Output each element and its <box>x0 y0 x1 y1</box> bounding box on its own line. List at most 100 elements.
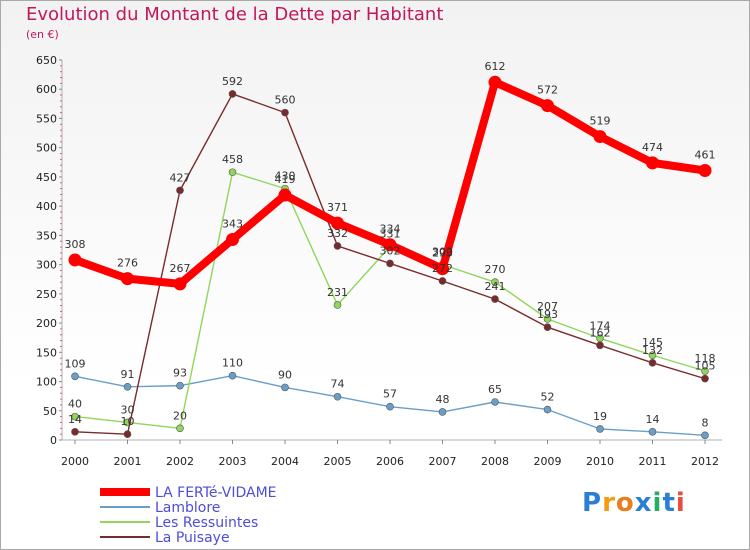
legend-entry: La Puisaye <box>155 530 230 546</box>
data-label: 110 <box>222 357 243 370</box>
data-point <box>331 216 344 230</box>
data-point <box>68 253 82 267</box>
y-tick-label: 50 <box>43 405 57 418</box>
data-point <box>438 408 447 416</box>
data-label: 105 <box>695 360 716 373</box>
y-tick-label: 550 <box>36 112 57 125</box>
series-layer <box>68 75 712 440</box>
x-tick-label: 2009 <box>534 455 562 468</box>
logo-letter: i <box>675 488 686 518</box>
data-point <box>701 374 709 383</box>
data-label: 592 <box>222 75 243 88</box>
logo-letter: x <box>634 488 653 518</box>
chart-title: Evolution du Montant de la Dette par Hab… <box>26 4 444 25</box>
x-tick-label: 2008 <box>481 455 509 468</box>
data-point <box>333 242 342 250</box>
data-label: 343 <box>222 217 243 230</box>
data-point <box>541 99 554 113</box>
data-label: 308 <box>65 238 86 251</box>
data-label: 30 <box>121 403 135 416</box>
data-point <box>543 405 552 414</box>
data-label: 118 <box>695 352 716 365</box>
data-point <box>701 367 709 375</box>
data-label: 300 <box>432 246 453 259</box>
data-label: 145 <box>642 336 663 349</box>
data-label: 193 <box>537 308 558 321</box>
data-label: 332 <box>327 227 348 240</box>
data-label: 334 <box>380 223 401 236</box>
data-point <box>438 277 447 285</box>
data-label: 572 <box>537 84 558 97</box>
data-point <box>121 272 134 286</box>
data-label: 612 <box>485 60 506 73</box>
logo-letter: r <box>602 488 616 518</box>
data-point <box>436 262 449 276</box>
data-point <box>698 163 712 177</box>
data-point <box>123 430 132 438</box>
data-label: 132 <box>642 344 663 357</box>
data-point <box>333 301 342 309</box>
data-label: 276 <box>117 257 138 270</box>
data-point <box>488 75 502 89</box>
data-point <box>228 168 237 177</box>
data-point <box>226 232 239 246</box>
data-labels: 109 91 93 110 90 74 57 48 65 52 19 14 8 40 30 20 458 430 2… <box>65 60 716 429</box>
logo-letter: o <box>615 488 635 518</box>
data-label: 419 <box>275 173 296 186</box>
data-label: 93 <box>173 367 187 380</box>
data-label: 302 <box>380 244 401 257</box>
x-tick-label: 2007 <box>429 455 457 468</box>
data-label: 40 <box>68 398 82 411</box>
data-label: 461 <box>695 148 716 161</box>
data-point <box>543 323 552 331</box>
data-point <box>491 398 499 406</box>
data-point <box>71 428 79 436</box>
y-tick-label: 650 <box>36 54 57 67</box>
y-tick-label: 450 <box>36 171 57 184</box>
logo-letter: P <box>582 488 603 518</box>
y-tick-label: 250 <box>36 288 57 301</box>
data-point <box>543 315 552 323</box>
data-label: 65 <box>488 383 502 396</box>
x-tick-label: 2011 <box>639 455 667 468</box>
data-point <box>71 412 79 421</box>
y-tick-label: 400 <box>36 200 57 213</box>
data-point <box>648 351 657 360</box>
x-tick-label: 2012 <box>691 455 719 468</box>
data-label: 272 <box>432 262 453 275</box>
logo-letter: t <box>662 488 676 518</box>
data-point <box>281 383 289 392</box>
data-point <box>176 381 184 390</box>
y-tick-label: 150 <box>36 346 57 359</box>
data-point <box>491 295 499 303</box>
data-point <box>123 382 132 391</box>
legend-entry: LA FERTé-VIDAME <box>155 485 277 501</box>
data-label: 231 <box>327 286 348 299</box>
data-label: 207 <box>537 300 558 313</box>
data-label: 52 <box>541 391 555 404</box>
data-label: 519 <box>590 115 611 128</box>
data-label: 293 <box>432 247 453 260</box>
data-point <box>648 359 657 367</box>
axes: 0 50 100 150 200 250 300 350 400 450 500 550 600 650 2… <box>36 54 722 468</box>
x-tick-label: 2001 <box>114 455 142 468</box>
y-tick-label: 500 <box>36 142 57 155</box>
y-tick-label: 100 <box>36 376 57 389</box>
data-point <box>596 425 604 433</box>
x-tick-label: 2010 <box>586 455 614 468</box>
data-point <box>71 372 79 381</box>
data-point <box>386 259 394 268</box>
data-label: 14 <box>646 413 660 426</box>
data-label: 430 <box>275 170 296 183</box>
x-tick-label: 2004 <box>271 455 299 468</box>
y-tick-label: 200 <box>36 317 57 330</box>
data-point <box>278 188 292 202</box>
data-point <box>383 238 397 252</box>
proxiti-logo: Proxiti <box>582 488 686 518</box>
data-point <box>173 277 187 291</box>
x-tick-label: 2005 <box>324 455 352 468</box>
data-point <box>176 186 184 195</box>
x-tick-label: 2000 <box>61 455 89 468</box>
